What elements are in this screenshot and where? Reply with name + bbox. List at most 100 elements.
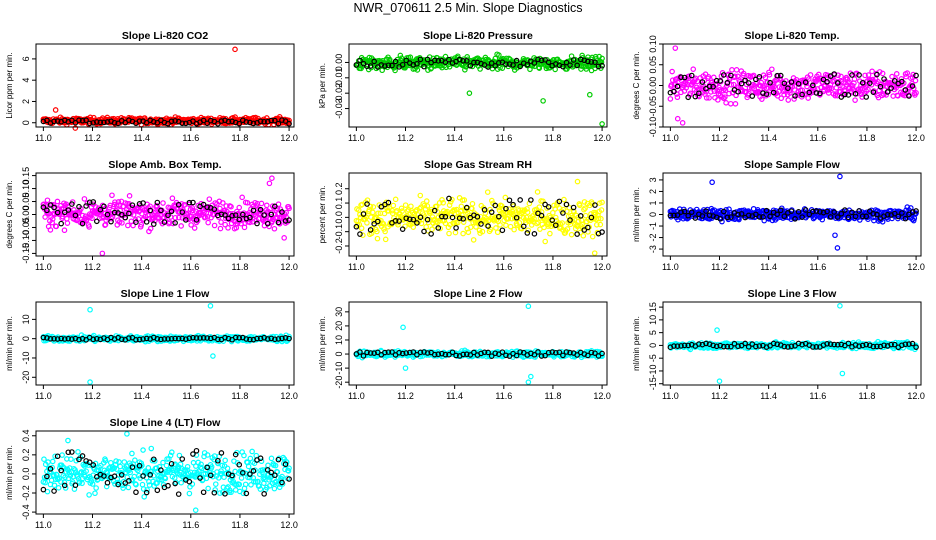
data-point xyxy=(503,222,509,229)
data-point-secondary xyxy=(410,216,417,223)
data-point xyxy=(550,209,556,216)
data-point-secondary xyxy=(272,203,278,210)
x-tick-label: 11.6 xyxy=(182,520,199,530)
x-tick-label: 11.8 xyxy=(545,133,562,143)
data-point xyxy=(276,221,283,227)
data-point-secondary xyxy=(250,120,257,127)
data-point-secondary xyxy=(866,80,873,86)
data-point-secondary xyxy=(460,216,467,222)
x-tick-label: 11.2 xyxy=(84,262,101,272)
y-tick-label: -0.4 xyxy=(21,504,31,520)
data-point xyxy=(723,100,729,106)
data-point-secondary xyxy=(168,208,175,215)
data-point-secondary xyxy=(207,117,214,124)
data-point-secondary xyxy=(552,222,559,229)
data-point-secondary xyxy=(76,203,82,210)
data-point-secondary xyxy=(168,118,175,125)
y-tick-label: -0.03 xyxy=(334,98,344,119)
y-tick-label: 0 xyxy=(21,120,31,125)
data-point xyxy=(525,227,531,234)
data-point xyxy=(402,202,409,208)
data-point-secondary xyxy=(360,60,367,67)
y-tick-label: 0.00 xyxy=(334,54,344,72)
x-tick-label: 11.2 xyxy=(397,133,414,143)
data-point xyxy=(708,89,714,95)
data-point xyxy=(434,208,441,215)
data-point xyxy=(89,215,95,222)
data-point-secondary xyxy=(179,120,186,127)
data-point-secondary xyxy=(261,212,267,218)
data-point xyxy=(469,200,476,207)
data-point-secondary xyxy=(481,207,488,213)
data-point-secondary xyxy=(496,60,502,66)
data-point-secondary xyxy=(147,207,154,214)
y-tick-label: 10 xyxy=(21,314,31,324)
data-point xyxy=(205,485,211,492)
data-point-secondary xyxy=(282,218,289,224)
data-point-secondary xyxy=(528,197,534,203)
y-tick-label: 20 xyxy=(334,321,344,331)
data-point xyxy=(244,199,251,206)
data-point xyxy=(507,223,514,230)
data-point xyxy=(446,202,453,208)
data-point xyxy=(397,52,404,59)
data-point-secondary xyxy=(574,231,580,237)
data-point-secondary xyxy=(785,85,791,91)
data-point-secondary xyxy=(76,117,82,123)
data-point-secondary xyxy=(699,79,706,85)
data-point xyxy=(497,222,503,228)
data-point xyxy=(458,203,465,210)
data-point-secondary xyxy=(215,120,221,127)
data-point xyxy=(505,215,512,222)
data-point-secondary xyxy=(417,214,424,220)
x-tick-label: 11.2 xyxy=(397,391,414,401)
data-point xyxy=(595,215,602,222)
plot-frame xyxy=(35,301,295,386)
data-point-secondary xyxy=(154,199,161,206)
data-point xyxy=(599,199,605,206)
data-point-secondary xyxy=(40,204,47,210)
data-point xyxy=(188,222,194,228)
data-point xyxy=(414,67,421,73)
data-point-secondary xyxy=(899,78,905,85)
data-point xyxy=(366,54,373,61)
y-tick-label: -10 xyxy=(21,351,31,364)
outlier-point xyxy=(591,250,598,256)
data-point-secondary xyxy=(710,83,716,90)
data-point xyxy=(436,217,442,224)
data-point xyxy=(222,221,228,228)
data-point xyxy=(386,205,393,211)
x-tick-label: 11.4 xyxy=(446,133,463,143)
y-axis-label: ml/min per min. xyxy=(632,316,641,371)
data-point-secondary xyxy=(870,89,877,95)
y-tick-label: -15 xyxy=(648,377,658,390)
data-point-secondary xyxy=(581,227,588,233)
data-point xyxy=(499,65,506,71)
x-tick-label: 11.0 xyxy=(35,133,52,143)
outlier-point xyxy=(599,121,605,127)
data-point xyxy=(791,96,797,102)
data-point-secondary xyxy=(745,80,752,86)
data-point-secondary xyxy=(101,203,107,210)
data-point xyxy=(819,216,826,223)
data-point xyxy=(494,229,501,236)
data-point xyxy=(770,207,777,214)
chart-panel-3: Slope Li-820 Temp.degrees C per min.11.0… xyxy=(632,30,925,143)
data-point xyxy=(909,80,915,87)
y-tick-label: -0.10 xyxy=(21,230,31,251)
data-point xyxy=(225,225,231,231)
data-point-secondary xyxy=(140,200,146,206)
data-point xyxy=(382,236,389,243)
data-point xyxy=(41,456,47,463)
data-point-secondary xyxy=(863,94,870,100)
data-point xyxy=(511,226,517,233)
data-point xyxy=(895,93,901,99)
data-point xyxy=(194,218,201,224)
data-point-secondary xyxy=(520,223,527,230)
y-tick-label: 15 xyxy=(648,302,658,312)
y-tick-label: 0.2 xyxy=(21,449,31,462)
data-point-secondary xyxy=(211,206,218,213)
data-point-secondary xyxy=(595,63,602,70)
data-point-secondary xyxy=(592,202,598,208)
data-point-secondary xyxy=(774,72,781,79)
